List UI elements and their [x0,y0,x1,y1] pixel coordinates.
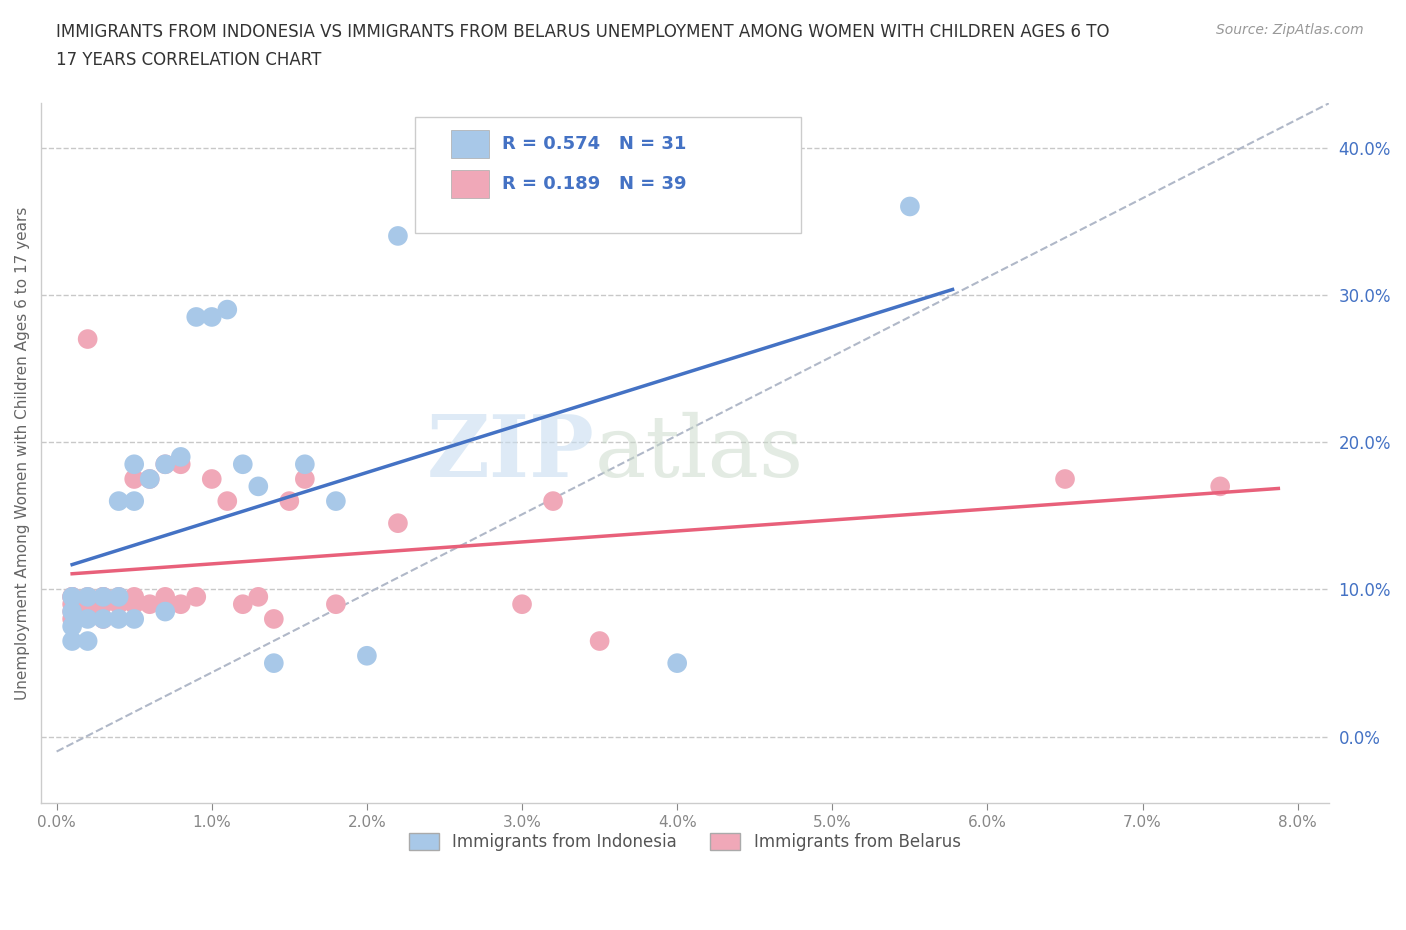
FancyBboxPatch shape [415,117,801,232]
Point [76,604,98,619]
Point [201,472,224,486]
Text: atlas: atlas [595,412,804,495]
Legend: Immigrants from Indonesia, Immigrants from Belarus: Immigrants from Indonesia, Immigrants fr… [402,826,967,857]
Point [122,472,145,486]
Point [1053,472,1076,486]
Text: Source: ZipAtlas.com: Source: ZipAtlas.com [1216,23,1364,37]
Text: IMMIGRANTS FROM INDONESIA VS IMMIGRANTS FROM BELARUS UNEMPLOYMENT AMONG WOMEN WI: IMMIGRANTS FROM INDONESIA VS IMMIGRANTS … [56,23,1109,41]
Point [122,597,145,612]
Point [91,590,114,604]
Point [76,633,98,648]
Point [107,590,129,604]
Point [294,472,316,486]
FancyBboxPatch shape [450,170,489,198]
Point [138,472,160,486]
Point [541,494,564,509]
Point [666,656,689,671]
Point [138,472,160,486]
Point [138,597,160,612]
Point [122,612,145,627]
Point [217,302,239,317]
Point [155,590,177,604]
Point [186,590,208,604]
Point [122,494,145,509]
Point [155,457,177,472]
Point [60,590,83,604]
Point [325,597,347,612]
Point [170,457,193,472]
Point [60,633,83,648]
Point [107,597,129,612]
Point [60,604,83,619]
Point [91,612,114,627]
Point [91,612,114,627]
Point [232,457,254,472]
Point [60,604,83,619]
Point [60,618,83,633]
Point [294,457,316,472]
Point [60,597,83,612]
Point [325,494,347,509]
Point [247,479,270,494]
Point [247,590,270,604]
Point [76,332,98,347]
Point [170,597,193,612]
Point [232,597,254,612]
Point [91,590,114,604]
Point [356,648,378,663]
Text: ZIP: ZIP [427,411,595,495]
Point [170,449,193,464]
Point [107,494,129,509]
Point [387,516,409,531]
Point [387,229,409,244]
Point [155,457,177,472]
Point [76,590,98,604]
Text: R = 0.574   N = 31: R = 0.574 N = 31 [502,135,686,153]
Point [60,612,83,627]
Point [76,590,98,604]
Text: R = 0.189   N = 39: R = 0.189 N = 39 [502,175,686,193]
Point [122,457,145,472]
Point [588,633,610,648]
Point [217,494,239,509]
FancyBboxPatch shape [450,130,489,158]
Point [122,590,145,604]
Point [510,597,533,612]
Point [60,590,83,604]
Point [76,597,98,612]
Point [898,199,921,214]
Point [60,590,83,604]
Point [91,597,114,612]
Point [186,310,208,325]
Text: 17 YEARS CORRELATION CHART: 17 YEARS CORRELATION CHART [56,51,322,69]
Point [91,590,114,604]
Point [263,656,285,671]
Point [155,604,177,619]
Point [107,590,129,604]
Point [278,494,301,509]
Point [263,612,285,627]
Point [76,612,98,627]
Y-axis label: Unemployment Among Women with Children Ages 6 to 17 years: Unemployment Among Women with Children A… [15,206,30,700]
Point [201,310,224,325]
Point [1209,479,1232,494]
Point [107,612,129,627]
